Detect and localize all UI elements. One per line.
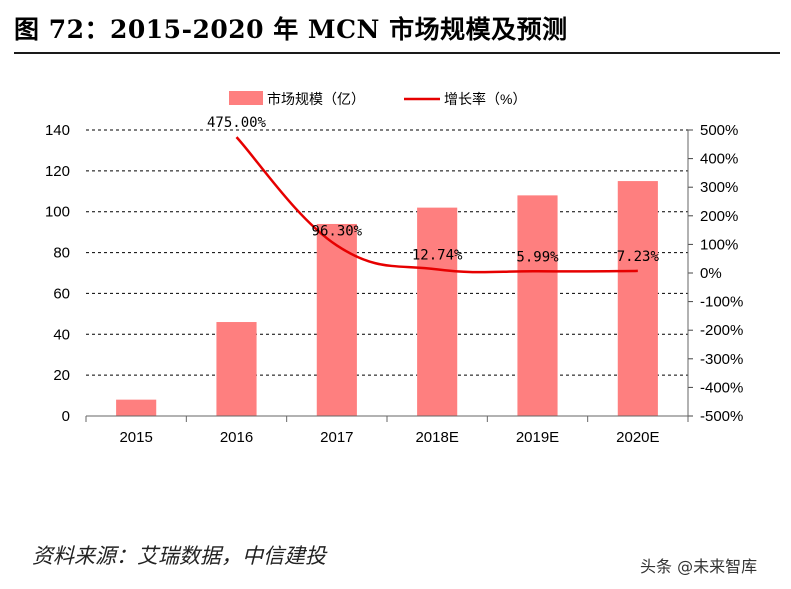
y-right-tick-label: -300% [700,351,743,368]
y-right-tick-label: -200% [700,322,743,339]
x-tick-label: 2018E [415,429,458,446]
y-right-tick-label: 100% [700,236,738,253]
bar [417,207,458,416]
chart-title: 图 72：2015-2020 年 MCN 市场规模及预测 [14,15,568,44]
y-left-tick-label: 40 [53,326,70,343]
y-left-tick-label: 100 [45,204,70,221]
y-right-tick-label: 400% [700,151,738,168]
x-tick-label: 2020E [616,429,659,446]
x-tick-label: 2019E [516,429,559,446]
watermark: 头条 @未来智库 [640,557,758,576]
legend-label-line: 增长率（%） [444,91,526,107]
y-right-tick-label: 0% [700,265,722,282]
bar [517,195,558,416]
y-left-tick-label: 140 [45,122,70,139]
y-right-tick-label: -400% [700,379,743,396]
line-data-label: 475.00% [207,115,267,131]
x-tick-label: 2016 [220,429,253,446]
title-rule [14,52,780,54]
line-data-label: 5.99% [516,249,559,265]
y-right-tick-label: 300% [700,179,738,196]
bar [116,399,157,416]
legend-label-bar: 市场规模（亿） [267,91,365,107]
y-left-tick-label: 60 [53,285,70,302]
line-data-label: 7.23% [617,249,660,265]
y-left-tick-label: 0 [62,408,70,425]
line-data-label: 96.30% [312,223,363,239]
y-right-tick-label: 200% [700,208,738,225]
y-left-tick-label: 120 [45,163,70,180]
y-right-tick-label: -100% [700,294,743,311]
x-tick-label: 2017 [320,429,353,446]
growth-line [235,136,638,274]
line-data-label: 12.74% [412,247,463,263]
bar [617,181,658,416]
y-left-tick-label: 20 [53,367,70,384]
source-note: 资料来源：艾瑞数据，中信建投 [32,544,326,568]
bar [316,223,357,416]
y-right-tick-label: 500% [700,122,738,139]
y-left-tick-label: 80 [53,245,70,262]
bar [216,322,257,416]
y-right-tick-label: -500% [700,408,743,425]
x-tick-label: 2015 [119,429,152,446]
legend-swatch-bar [229,91,263,105]
